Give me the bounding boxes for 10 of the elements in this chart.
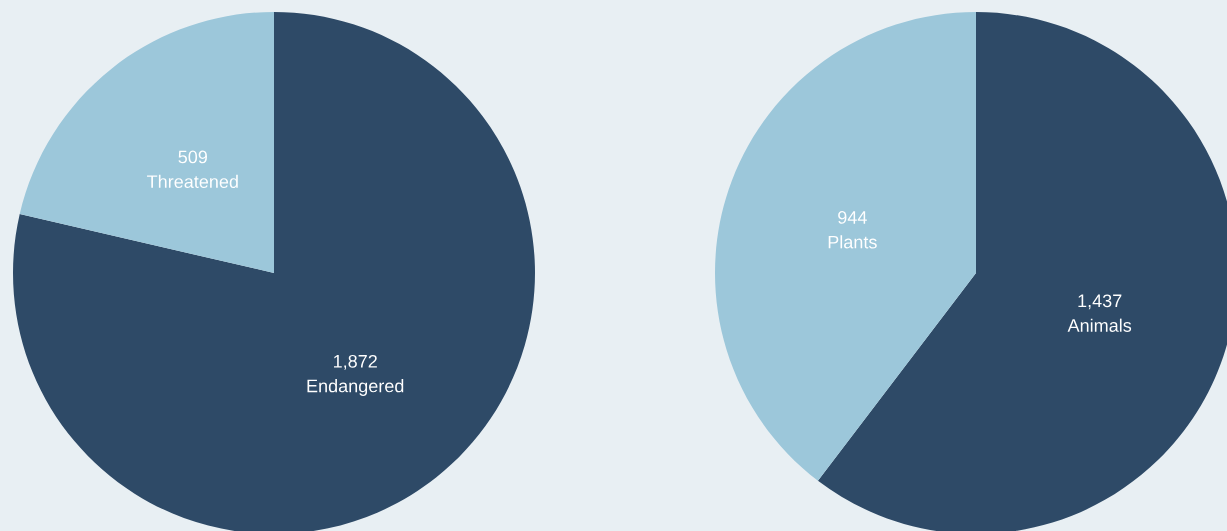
data-label: 1,437 [1078, 294, 1122, 310]
data-label: 1,872 [333, 354, 377, 370]
slice-label: Animals [1067, 318, 1132, 332]
slice-label: Endangered [307, 379, 404, 396]
slice-label: Threatened [147, 174, 238, 189]
data-label: 944 [838, 211, 867, 224]
slice-label: Plants [828, 235, 877, 249]
data-label: 509 [178, 150, 208, 164]
pie-slice [19, 12, 274, 273]
pie-slice [13, 12, 535, 531]
